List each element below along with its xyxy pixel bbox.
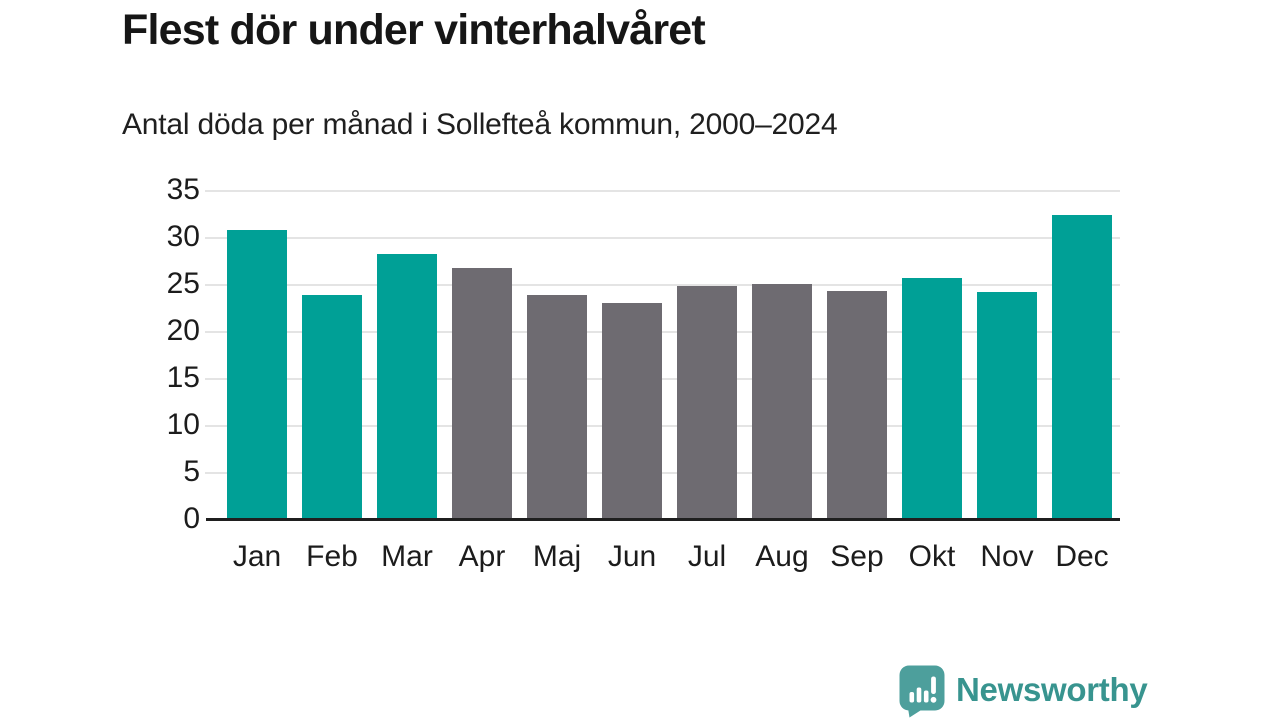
x-tick-label-okt: Okt [908, 540, 956, 573]
x-axis-labels: Jan Feb Mar Apr Maj Jun Jul Aug Sep Okt Nov Dec [210, 540, 1120, 580]
x-tick-label-sep: Sep [830, 540, 884, 573]
bar-nov [977, 291, 1037, 520]
bar-jul [677, 285, 737, 520]
y-tick-label-5: 5 [183, 455, 200, 489]
bar-mar [377, 253, 437, 520]
bar-aug [752, 284, 812, 520]
x-tick-label-jun: Jun [607, 540, 657, 573]
bar-jan [227, 230, 287, 520]
y-tick-label-20: 20 [166, 314, 200, 348]
gridline-10 [205, 425, 1120, 427]
bar-feb [302, 295, 362, 520]
y-tick-label-10: 10 [166, 408, 200, 442]
y-axis-labels: 0 5 10 15 20 25 30 35 [100, 175, 200, 534]
gridline-15 [205, 378, 1120, 380]
bar-apr [452, 268, 512, 520]
x-tick-label-jul: Jul [687, 540, 727, 573]
x-tick-label-mar: Mar [381, 540, 433, 573]
plot-area [205, 190, 1120, 521]
y-tick-label-25: 25 [166, 267, 200, 301]
x-tick-label-aug: Aug [755, 540, 809, 573]
x-tick-label-maj: Maj [532, 540, 582, 573]
x-axis-line [206, 518, 1120, 521]
bar-okt [902, 278, 962, 520]
bar-dec [1052, 215, 1112, 520]
x-tick-label-dec: Dec [1055, 540, 1109, 573]
chart-title: Flest dör under vinterhalvåret [122, 6, 706, 54]
bar-maj [527, 295, 587, 520]
gridline-35 [205, 190, 1120, 192]
newsworthy-logo-icon [898, 665, 947, 718]
brand-name: Newsworthy [956, 670, 1148, 708]
gridline-25 [205, 284, 1120, 286]
x-tick-label-feb: Feb [306, 540, 358, 573]
gridline-5 [205, 472, 1120, 474]
bar-sep [827, 290, 887, 520]
gridline-30 [205, 237, 1120, 239]
brand-footer: Newsworthy [898, 665, 1148, 718]
y-tick-label-15: 15 [166, 361, 200, 395]
y-tick-label-30: 30 [166, 220, 200, 254]
x-tick-label-apr: Apr [458, 540, 506, 573]
gridline-20 [205, 331, 1120, 333]
chart-subtitle: Antal döda per månad i Sollefteå kommun,… [122, 108, 838, 141]
y-tick-label-35: 35 [166, 173, 200, 207]
y-tick-label-0: 0 [183, 502, 200, 536]
bar-jun [602, 302, 662, 520]
x-tick-label-nov: Nov [980, 540, 1034, 573]
x-tick-label-jan: Jan [232, 540, 282, 573]
